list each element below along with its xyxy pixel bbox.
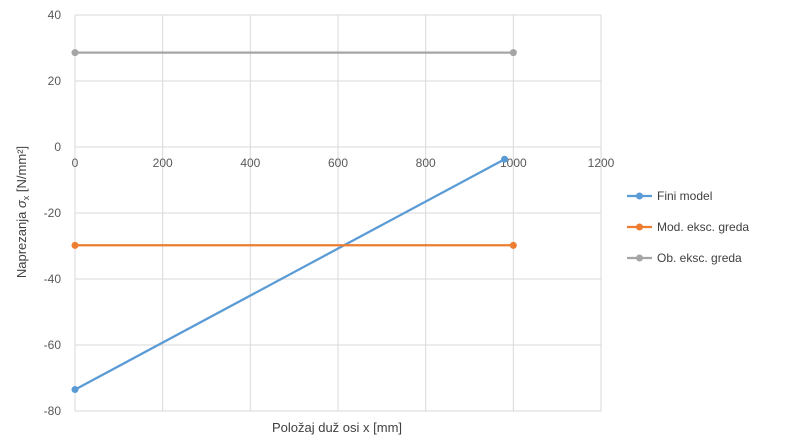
x-tick-label: 600 xyxy=(328,156,348,170)
legend: Fini model Mod. eksc. greda Ob. eksc. gred… xyxy=(627,189,749,265)
y-axis-title-symbol: σ xyxy=(14,199,29,208)
data-point xyxy=(71,49,79,57)
y-tick-label: 0 xyxy=(54,140,61,154)
x-tick-label: 800 xyxy=(416,156,436,170)
series-group xyxy=(71,49,517,394)
gridlines xyxy=(74,14,602,412)
y-axis-title-subscript: x xyxy=(21,195,31,200)
x-tick-label: 0 xyxy=(72,156,79,170)
series-line xyxy=(74,158,506,391)
x-tick-label: 400 xyxy=(240,156,260,170)
y-axis-title: Naprezanja σx [N/mm²] xyxy=(14,146,31,278)
x-tick-labels: 0 200 400 600 800 1000 1200 xyxy=(72,156,615,170)
y-tick-labels: 40 20 0 -20 -40 -60 -80 xyxy=(44,8,62,418)
data-point xyxy=(501,155,509,163)
y-tick-label: -40 xyxy=(44,272,62,286)
legend-swatch-marker xyxy=(636,254,643,262)
legend-swatch-marker xyxy=(636,192,643,200)
y-axis-title-unit: [N/mm²] xyxy=(14,146,29,196)
y-tick-label: -80 xyxy=(44,404,62,418)
x-tick-label: 1200 xyxy=(588,156,615,170)
legend-label: Fini model xyxy=(657,189,712,203)
data-point xyxy=(509,241,517,249)
x-axis-title: Položaj duž osi x [mm] xyxy=(272,420,402,435)
x-tick-label: 200 xyxy=(153,156,173,170)
y-tick-label: 20 xyxy=(48,74,62,88)
legend-label: Mod. eksc. greda xyxy=(657,220,749,234)
data-point xyxy=(509,49,517,57)
data-point xyxy=(71,241,79,249)
legend-swatch-marker xyxy=(636,223,643,231)
y-tick-label: -20 xyxy=(44,206,62,220)
y-axis-title-prefix: Naprezanja xyxy=(14,208,29,278)
legend-label: Ob. eksc. greda xyxy=(657,251,742,265)
y-tick-label: 40 xyxy=(48,8,62,22)
y-tick-label: -60 xyxy=(44,338,62,352)
data-point xyxy=(71,386,79,394)
